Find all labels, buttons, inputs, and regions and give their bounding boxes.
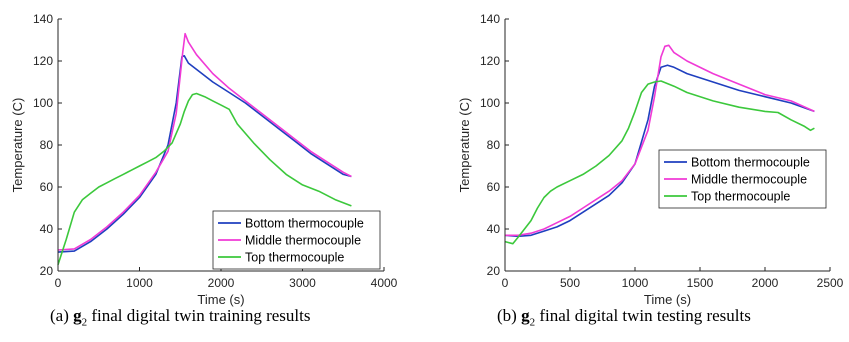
- chart2-series-3-line: [504, 80, 815, 245]
- chart2-x-tick-label: 1000: [622, 276, 649, 290]
- chart2-x-tick-label: 2000: [752, 276, 779, 290]
- chart1-y-tick-label: 40: [40, 222, 54, 236]
- chart1-x-tick-label: 0: [55, 276, 62, 290]
- chart1-y-tick-label: 20: [40, 264, 54, 278]
- chart2-y-tick-label: 20: [487, 264, 501, 278]
- chart2-legend-label-1: Bottom thermocouple: [691, 156, 810, 170]
- chart1-x-tick-label: 3000: [289, 276, 316, 290]
- chart2-legend-label-2: Middle thermocouple: [691, 173, 807, 187]
- caption-a-symbol: g: [73, 306, 82, 325]
- chart2-series-1-line: [504, 64, 815, 238]
- caption-a-text: final digital twin training results: [91, 306, 311, 325]
- chart1-series-3-line: [57, 92, 352, 265]
- chart1-y-tick-label: 100: [33, 96, 53, 110]
- caption-b: (b) g2 final digital twin testing result…: [497, 306, 751, 328]
- caption-b-tag: (b): [497, 306, 517, 325]
- chart2-y-tick-label: 140: [480, 12, 500, 26]
- caption-b-text: final digital twin testing results: [539, 306, 751, 325]
- chart2-y-tick-label: 40: [487, 222, 501, 236]
- caption-a-tag: (a): [50, 306, 69, 325]
- chart2: 0 500 1000 1500 2000 2500 20 40 60 80 100 120 140 Tim…: [457, 12, 844, 307]
- chart2-series-2-line: [505, 44, 815, 237]
- chart2-y-tick-label: 120: [480, 54, 500, 68]
- chart2-y-axis-label: Temperature (C): [457, 98, 472, 193]
- caption-b-subscript: 2: [529, 316, 536, 329]
- chart2-legend-label-3: Top thermocouple: [691, 190, 790, 204]
- chart1-series-1-line: [57, 55, 352, 253]
- chart1: 0 1000 2000 3000 4000 20 40 60 80 100 120 140 Time (…: [10, 12, 398, 307]
- chart2-x-tick-label: 500: [560, 276, 580, 290]
- chart2-legend: Bottom thermocouple Middle thermocouple To…: [658, 149, 827, 209]
- chart1-x-tick-label: 1000: [126, 276, 153, 290]
- chart2-y-tick-label: 80: [487, 138, 501, 152]
- chart1-legend: Bottom thermocouple Middle thermocouple To…: [212, 210, 381, 270]
- chart1-y-axis-label: Temperature (C): [10, 98, 25, 193]
- chart2-x-tick-label: 2500: [817, 276, 844, 290]
- chart1-y-tick-label: 80: [40, 138, 54, 152]
- chart2-x-tick-label: 1500: [687, 276, 714, 290]
- chart1-x-axis-label: Time (s): [197, 292, 244, 307]
- caption-a: (a) g2 final digital twin training resul…: [50, 306, 310, 328]
- caption-a-subscript: 2: [81, 316, 88, 329]
- chart2-y-tick-label: 100: [480, 96, 500, 110]
- chart1-legend-label-3: Top thermocouple: [245, 251, 344, 265]
- chart2-x-axis-label: Time (s): [644, 292, 691, 307]
- chart1-series-2-line: [57, 32, 352, 251]
- chart1-x-tick-label: 2000: [208, 276, 235, 290]
- chart2-x-tick-label: 0: [502, 276, 509, 290]
- chart1-x-tick-label: 4000: [371, 276, 398, 290]
- chart1-legend-label-1: Bottom thermocouple: [245, 217, 364, 231]
- chart1-y-tick-label: 120: [33, 54, 53, 68]
- chart1-legend-label-2: Middle thermocouple: [245, 234, 361, 248]
- chart2-y-tick-label: 60: [487, 180, 501, 194]
- chart1-y-tick-label: 60: [40, 180, 54, 194]
- caption-b-symbol: g: [521, 306, 530, 325]
- chart1-y-tick-label: 140: [33, 12, 53, 26]
